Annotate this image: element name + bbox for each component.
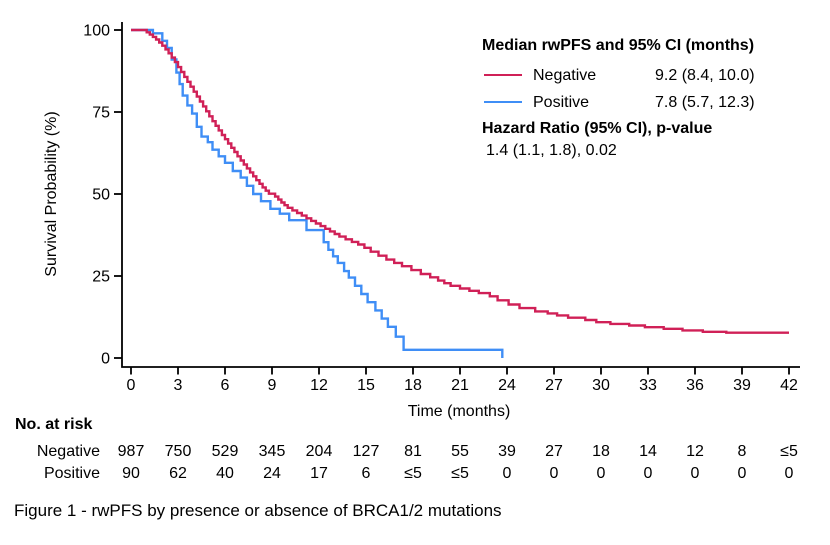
risk-count: 204 [305,443,333,460]
risk-count: 62 [169,465,187,482]
risk-count: 750 [164,443,192,460]
legend-row: Negative 9.2 (8.4, 10.0) [482,64,755,86]
y-axis-label: Survival Probability (%) [43,111,60,277]
risk-count: 8 [737,443,747,460]
risk-count: 39 [498,443,516,460]
risk-count: 0 [549,465,559,482]
risk-count: 18 [592,443,610,460]
risk-count: 40 [216,465,234,482]
risk-count: 81 [404,443,422,460]
x-tick-label: 24 [498,377,516,394]
y-tick-label: 0 [101,351,110,368]
risk-row-label: Positive [43,465,100,482]
figure-caption: Figure 1 - rwPFS by presence or absence … [14,501,502,520]
x-tick-label: 27 [545,377,563,394]
x-tick-label: 36 [686,377,704,394]
legend-median-value: 7.8 (5.7, 12.3) [655,93,755,111]
x-tick-label: 15 [357,377,375,394]
x-tick-label: 6 [221,377,230,394]
risk-count: 0 [502,465,512,482]
x-tick-label: 21 [451,377,469,394]
hazard-ratio-value: 1.4 (1.1, 1.8), 0.02 [486,142,617,159]
risk-count: 0 [596,465,606,482]
x-tick-label: 33 [639,377,657,394]
y-tick-label: 50 [92,187,110,204]
risk-count: 6 [361,465,371,482]
legend-rows: Negative 9.2 (8.4, 10.0) Positive 7.8 (5.7,… [482,64,755,113]
risk-count: 0 [643,465,653,482]
hazard-ratio-title: Hazard Ratio (95% CI), p-value [482,120,713,137]
risk-count: ≤5 [780,443,798,460]
risk-count: 12 [686,443,704,460]
legend-swatch [484,100,522,104]
risk-count: ≤5 [404,465,422,482]
risk-count: 127 [352,443,380,460]
legend-row: Positive 7.8 (5.7, 12.3) [482,91,755,113]
y-tick-label: 75 [92,105,110,122]
risk-count: 90 [122,465,140,482]
axis-line [121,22,800,368]
risk-count: 0 [784,465,794,482]
risk-count: 987 [117,443,145,460]
x-tick-label: 12 [310,377,328,394]
risk-row-negative: Negative 987 750 529 345 204 127 81 55 39 27 18 14 12… [0,443,830,461]
y-tick-label: 25 [92,269,110,286]
risk-count: 27 [545,443,563,460]
risk-count: 0 [690,465,700,482]
x-tick-label: 39 [733,377,751,394]
risk-row-label: Negative [36,443,100,460]
risk-count: 0 [737,465,747,482]
x-tick-label: 42 [780,377,798,394]
x-tick-label: 18 [404,377,422,394]
x-axis-label: Time (months) [407,403,511,420]
risk-count: 55 [451,443,469,460]
risk-count: 345 [258,443,286,460]
risk-count: 529 [211,443,239,460]
risk-count: ≤5 [451,465,469,482]
y-tick-label: 100 [83,23,110,40]
legend-series-label: Positive [533,93,590,111]
x-tick-label: 0 [127,377,136,394]
km-curve-positive [131,28,504,358]
risk-count: 24 [263,465,281,482]
legend-median-value: 9.2 (8.4, 10.0) [655,66,755,84]
legend-swatch [484,73,522,77]
risk-count: 17 [310,465,328,482]
legend: Median rwPFS and 95% CI (months) Negativ… [482,36,755,160]
risk-count: 14 [639,443,657,460]
x-tick-label: 3 [174,377,183,394]
km-curve-negative [131,28,789,334]
legend-title: Median rwPFS and 95% CI (months) [482,37,755,54]
x-tick-label: 9 [268,377,277,394]
risk-table-title: No. at risk [15,416,93,433]
risk-row-positive: Positive 90 62 40 24 17 6 ≤5 ≤5 0 0 0 0 0 0 0 [0,465,830,483]
x-tick-label: 30 [592,377,610,394]
legend-series-label: Negative [533,66,597,84]
